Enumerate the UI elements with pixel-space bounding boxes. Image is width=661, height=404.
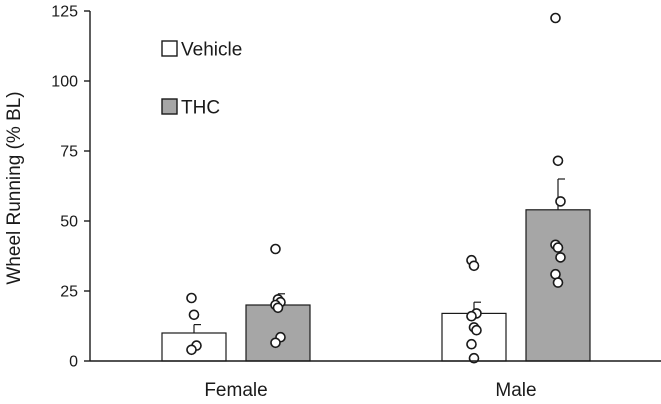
data-point: [270, 337, 281, 349]
data-point: [552, 242, 564, 253]
legend: Vehicle THC: [161, 40, 242, 119]
legend-label-thc: THC: [181, 98, 220, 119]
data-point: [555, 196, 566, 207]
x-category-label: Male: [495, 380, 536, 401]
y-tick-label: 0: [69, 354, 78, 371]
data-point: [272, 302, 284, 314]
data-point: [188, 309, 200, 321]
legend-label-vehicle: Vehicle: [181, 40, 242, 61]
y-tick-label: 100: [51, 74, 78, 91]
data-points: [186, 12, 566, 364]
data-point: [466, 310, 477, 322]
data-point: [270, 243, 281, 255]
data-point: [471, 324, 482, 336]
data-point: [186, 344, 197, 356]
data-point: [552, 277, 564, 288]
data-point: [550, 12, 561, 24]
x-axis: Female Male: [90, 360, 661, 401]
y-axis: 0 25 50 75 100 125: [51, 4, 91, 371]
y-tick-label: 25: [60, 284, 78, 301]
bars: [161, 209, 591, 362]
y-tick-label: 125: [51, 4, 78, 21]
y-axis-title: Wheel Running (% BL): [4, 91, 25, 284]
legend-swatch-thc: [161, 98, 178, 115]
data-point: [466, 338, 477, 350]
y-tick-label: 50: [60, 214, 78, 231]
data-point: [186, 292, 197, 304]
data-point: [555, 252, 566, 263]
x-category-label: Female: [204, 380, 267, 401]
y-tick-label: 75: [60, 144, 78, 161]
legend-swatch-vehicle: [161, 40, 178, 57]
data-point: [468, 260, 480, 272]
data-point: [552, 155, 564, 167]
